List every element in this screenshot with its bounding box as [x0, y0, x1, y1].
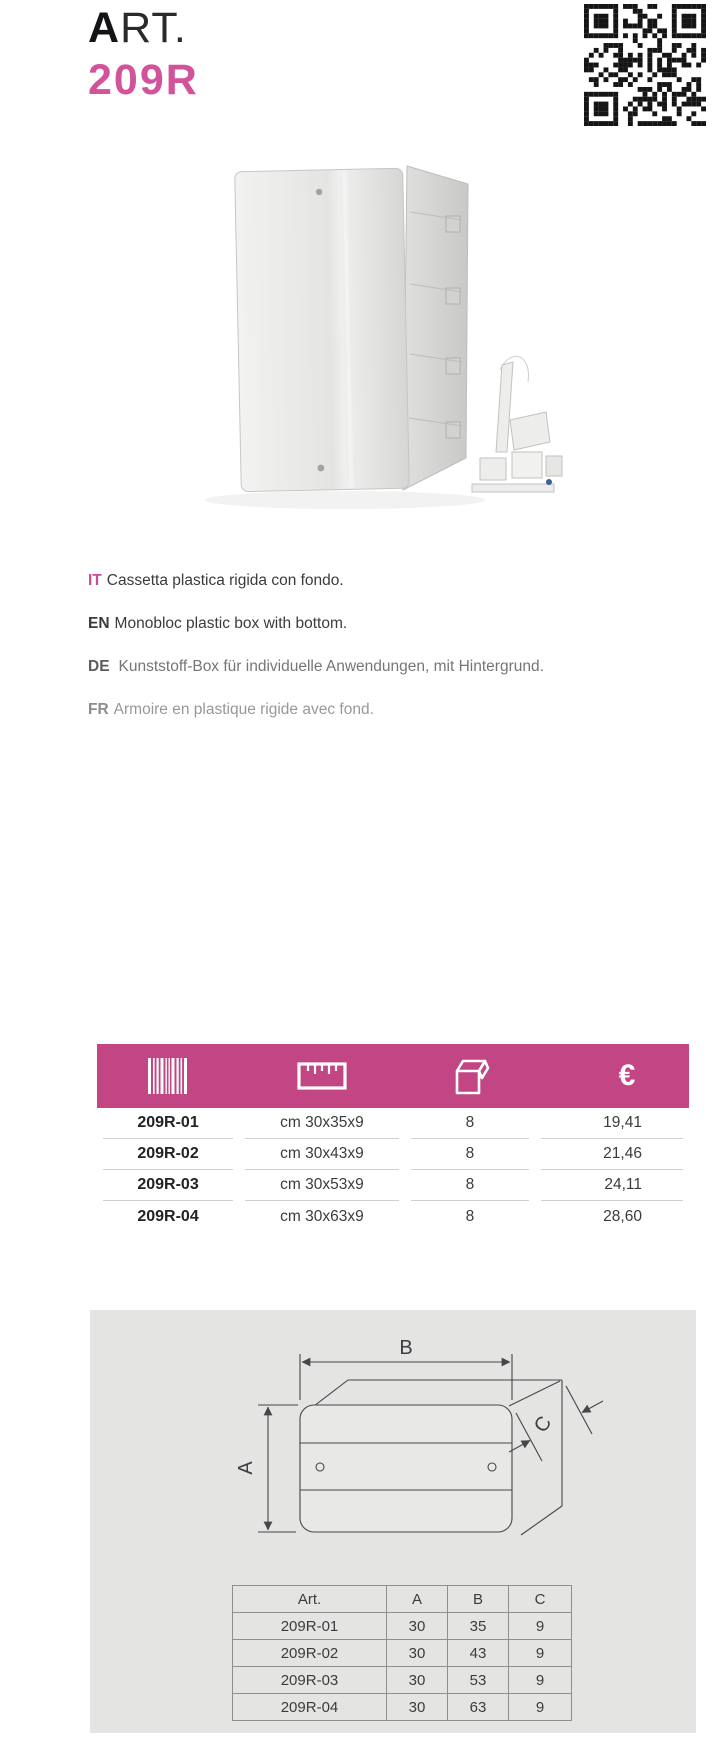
- dim-header-art: Art.: [232, 1585, 387, 1613]
- table-row: 209R-04 cm 30x63x9 8 28,60: [97, 1201, 689, 1232]
- lang-tag-en: EN: [88, 615, 110, 632]
- dim-c: 9: [508, 1666, 572, 1694]
- lang-tag-de: DE: [88, 658, 110, 675]
- qr-code-icon: [584, 4, 706, 126]
- article-price: 21,46: [541, 1139, 683, 1170]
- table-row: 209R-02 cm 30x43x9 8 21,46: [97, 1139, 689, 1170]
- dim-c: 9: [508, 1639, 572, 1667]
- price-table: € 209R-01 cm 30x35x9 8 19,41 209R-02 cm …: [97, 1044, 689, 1232]
- article-size: cm 30x35x9: [245, 1108, 399, 1139]
- article-code: 209R-04: [137, 1207, 199, 1225]
- article-qty: 8: [410, 1170, 530, 1201]
- euro-symbol: €: [618, 1059, 636, 1092]
- dim-header-c: C: [508, 1585, 572, 1613]
- ruler-icon: [239, 1061, 405, 1091]
- description-fr-text: Armoire en plastique rigide avec fond.: [113, 701, 374, 718]
- table-row: 209R-03 cm 30x53x9 8 24,11: [97, 1170, 689, 1201]
- product-photo: [205, 165, 563, 509]
- table-row: 209R-01 30 35 9: [232, 1612, 572, 1640]
- dim-art: 209R-03: [232, 1666, 387, 1694]
- dim-art: 209R-01: [232, 1612, 387, 1640]
- dim-b: 43: [447, 1639, 509, 1667]
- table-row: 209R-01 cm 30x35x9 8 19,41: [97, 1108, 689, 1139]
- description-en: EN Monobloc plastic box with bottom.: [88, 614, 347, 634]
- description-it-text: Cassetta plastica rigida con fondo.: [106, 572, 344, 589]
- article-size: cm 30x43x9: [245, 1139, 399, 1170]
- article-code: 209R-01: [103, 1108, 234, 1139]
- dim-a: 30: [386, 1639, 448, 1667]
- article-price: 19,41: [541, 1108, 683, 1139]
- dim-c: 9: [508, 1693, 572, 1721]
- dim-c: 9: [508, 1612, 572, 1640]
- dim-art: 209R-04: [232, 1693, 387, 1721]
- article-size: cm 30x53x9: [245, 1170, 399, 1201]
- lang-tag-fr: FR: [88, 701, 109, 718]
- page-title-art-rest: RT.: [120, 4, 187, 52]
- page-title-art-first: A: [88, 4, 121, 52]
- dimension-table-header-row: Art. A B C: [232, 1585, 572, 1613]
- article-code: 209R-02: [103, 1139, 234, 1170]
- package-icon: [405, 1056, 535, 1096]
- dim-b: 53: [447, 1666, 509, 1694]
- article-qty: 8: [410, 1139, 530, 1170]
- price-table-header: €: [97, 1044, 689, 1108]
- article-qty: 8: [410, 1108, 530, 1139]
- price-table-body: 209R-01 cm 30x35x9 8 19,41 209R-02 cm 30…: [97, 1108, 689, 1232]
- description-de: DE Kunststoff-Box für individuelle Anwend…: [88, 657, 544, 677]
- dim-art: 209R-02: [232, 1639, 387, 1667]
- dimension-table: Art. A B C 209R-01 30 35 9 209R-02 30 43…: [232, 1585, 572, 1721]
- description-fr: FR Armoire en plastique rigide avec fond.: [88, 700, 374, 720]
- dim-b: 35: [447, 1612, 509, 1640]
- dim-header-b: B: [447, 1585, 509, 1613]
- dim-a: 30: [386, 1693, 448, 1721]
- table-row: 209R-04 30 63 9: [232, 1693, 572, 1721]
- article-code: 209R-03: [103, 1170, 234, 1201]
- barcode-icon: [97, 1058, 239, 1094]
- article-price: 28,60: [603, 1207, 642, 1225]
- dim-a: 30: [386, 1612, 448, 1640]
- dim-label-b: B: [399, 1337, 412, 1359]
- article-qty: 8: [465, 1207, 475, 1225]
- technical-panel: B A C Art. A B C 209R-01 30 35 9 209R-02…: [90, 1310, 696, 1733]
- dim-label-c: C: [530, 1412, 556, 1436]
- dim-a: 30: [386, 1666, 448, 1694]
- article-price: 24,11: [541, 1170, 683, 1201]
- dim-header-a: A: [386, 1585, 448, 1613]
- article-size: cm 30x63x9: [280, 1207, 364, 1225]
- table-row: 209R-03 30 53 9: [232, 1666, 572, 1694]
- description-de-text: Kunststoff-Box für individuelle Anwendun…: [118, 658, 544, 675]
- dim-b: 63: [447, 1693, 509, 1721]
- dimension-diagram: B A C: [235, 1337, 604, 1536]
- description-it: IT Cassetta plastica rigida con fondo.: [88, 571, 344, 591]
- lang-tag-it: IT: [88, 572, 102, 589]
- page-title-art: ART.: [88, 4, 187, 52]
- description-en-text: Monobloc plastic box with bottom.: [114, 615, 348, 632]
- dim-label-a: A: [235, 1461, 257, 1475]
- page-title-code: 209R: [88, 56, 199, 104]
- euro-icon: €: [535, 1059, 689, 1093]
- table-row: 209R-02 30 43 9: [232, 1639, 572, 1667]
